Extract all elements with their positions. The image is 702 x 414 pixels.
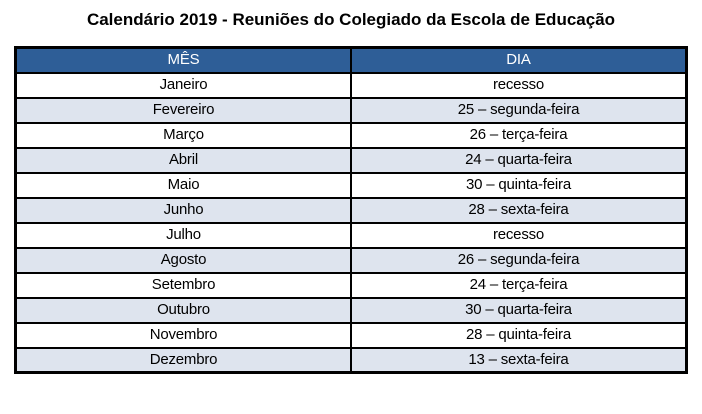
table-header: MÊS DIA bbox=[14, 46, 688, 74]
month-cell: Fevereiro bbox=[14, 96, 352, 124]
day-cell: 26 – terça-feira bbox=[350, 121, 688, 149]
day-cell: 26 – segunda-feira bbox=[350, 246, 688, 274]
table-row: Abril 24 – quarta-feira bbox=[14, 146, 688, 174]
column-header-month: MÊS bbox=[14, 46, 352, 74]
table-row: Dezembro 13 – sexta-feira bbox=[14, 346, 688, 374]
day-cell: 28 – sexta-feira bbox=[350, 196, 688, 224]
column-header-day: DIA bbox=[350, 46, 688, 74]
month-cell: Julho bbox=[14, 221, 352, 249]
table-row: Janeiro recesso bbox=[14, 71, 688, 99]
day-cell: 24 – terça-feira bbox=[350, 271, 688, 299]
month-cell: Outubro bbox=[14, 296, 352, 324]
month-cell: Agosto bbox=[14, 246, 352, 274]
month-cell: Junho bbox=[14, 196, 352, 224]
table-row: Fevereiro 25 – segunda-feira bbox=[14, 96, 688, 124]
month-cell: Janeiro bbox=[14, 71, 352, 99]
table-body: Janeiro recesso Fevereiro 25 – segunda-f… bbox=[14, 71, 688, 374]
day-cell: recesso bbox=[350, 221, 688, 249]
header-row: MÊS DIA bbox=[14, 46, 688, 74]
month-cell: Março bbox=[14, 121, 352, 149]
day-cell: recesso bbox=[350, 71, 688, 99]
month-cell: Maio bbox=[14, 171, 352, 199]
day-cell: 30 – quarta-feira bbox=[350, 296, 688, 324]
calendar-table: MÊS DIA Janeiro recesso Fevereiro 25 – s… bbox=[14, 46, 688, 374]
table-row: Agosto 26 – segunda-feira bbox=[14, 246, 688, 274]
month-cell: Dezembro bbox=[14, 346, 352, 374]
table-row: Maio 30 – quinta-feira bbox=[14, 171, 688, 199]
day-cell: 30 – quinta-feira bbox=[350, 171, 688, 199]
day-cell: 25 – segunda-feira bbox=[350, 96, 688, 124]
page-title: Calendário 2019 - Reuniões do Colegiado … bbox=[86, 10, 616, 29]
table-row: Outubro 30 – quarta-feira bbox=[14, 296, 688, 324]
day-cell: 28 – quinta-feira bbox=[350, 321, 688, 349]
day-cell: 13 – sexta-feira bbox=[350, 346, 688, 374]
day-cell: 24 – quarta-feira bbox=[350, 146, 688, 174]
table-row: Março 26 – terça-feira bbox=[14, 121, 688, 149]
table-row: Julho recesso bbox=[14, 221, 688, 249]
month-cell: Setembro bbox=[14, 271, 352, 299]
table-row: Junho 28 – sexta-feira bbox=[14, 196, 688, 224]
month-cell: Abril bbox=[14, 146, 352, 174]
table-row: Setembro 24 – terça-feira bbox=[14, 271, 688, 299]
month-cell: Novembro bbox=[14, 321, 352, 349]
table-row: Novembro 28 – quinta-feira bbox=[14, 321, 688, 349]
